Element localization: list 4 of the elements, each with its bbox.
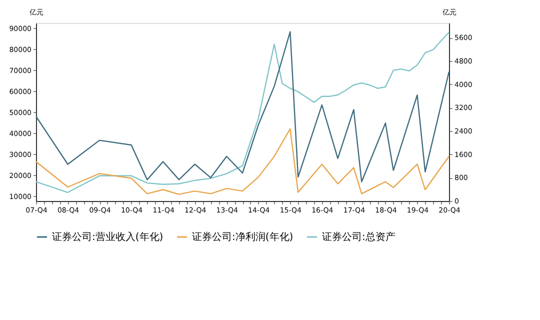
line-series	[35, 128, 450, 195]
legend-label: 证券公司:总资产	[322, 231, 396, 243]
legend-label: 证券公司:净利润(年化)	[192, 231, 294, 243]
legend-label: 证券公司:营业收入(年化)	[52, 231, 164, 243]
